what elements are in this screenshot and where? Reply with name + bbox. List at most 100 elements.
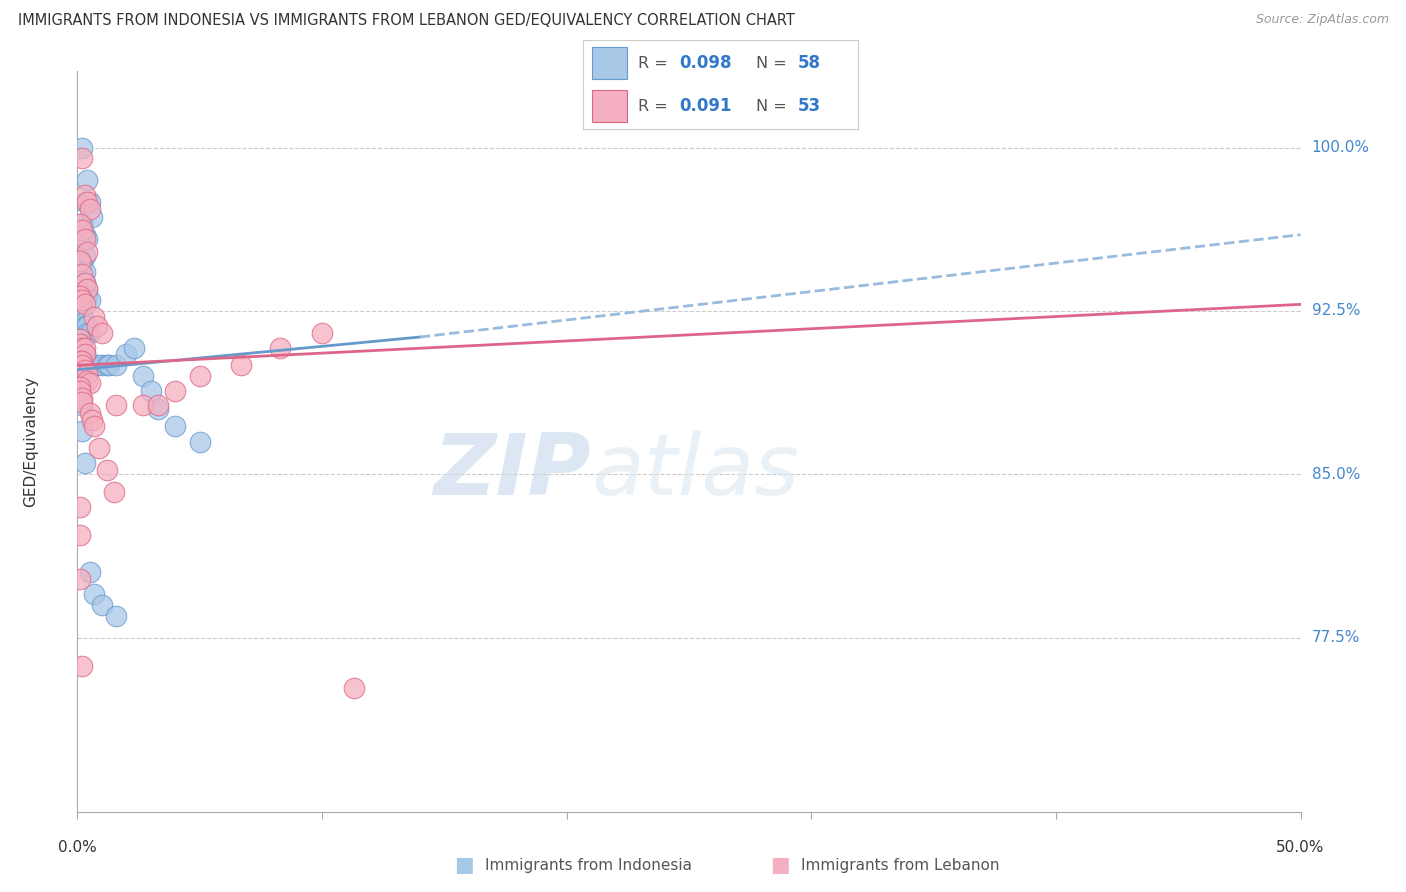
Point: [79, 326, 101, 340]
Point: [70, 395, 93, 409]
Point: [83, 419, 105, 434]
Text: R =: R =: [638, 99, 673, 113]
Point: [76, 374, 98, 388]
Text: Immigrants from Lebanon: Immigrants from Lebanon: [801, 858, 1000, 872]
Point: [69, 380, 91, 394]
Text: N =: N =: [756, 99, 792, 113]
Text: ■: ■: [454, 855, 474, 875]
Point: [165, 419, 187, 434]
Point: [70, 336, 93, 351]
Point: [105, 397, 128, 411]
Point: [73, 227, 96, 242]
Point: [76, 319, 98, 334]
Point: [122, 341, 145, 355]
FancyBboxPatch shape: [592, 47, 627, 79]
Point: [73, 362, 96, 376]
Point: [73, 341, 96, 355]
Point: [105, 608, 128, 623]
Point: [79, 293, 101, 307]
Point: [69, 572, 91, 586]
Point: [69, 253, 91, 268]
Point: [70, 304, 93, 318]
Point: [69, 217, 91, 231]
Point: [73, 265, 96, 279]
Text: 53: 53: [797, 97, 821, 115]
Point: [73, 319, 96, 334]
Point: [70, 310, 93, 325]
Point: [76, 367, 98, 381]
Point: [73, 347, 96, 361]
Point: [79, 376, 101, 390]
Text: 0.098: 0.098: [679, 54, 733, 72]
Point: [69, 336, 91, 351]
Text: 50.0%: 50.0%: [1277, 840, 1324, 855]
Text: 85.0%: 85.0%: [1312, 467, 1360, 482]
Point: [76, 173, 98, 187]
Point: [132, 397, 155, 411]
Point: [83, 587, 105, 601]
Point: [70, 359, 93, 373]
Point: [73, 188, 96, 202]
Point: [73, 315, 96, 329]
Text: 0.091: 0.091: [679, 97, 733, 115]
Point: [73, 351, 96, 366]
Point: [69, 369, 91, 384]
Point: [70, 658, 93, 673]
Point: [76, 245, 98, 260]
Text: Immigrants from Indonesia: Immigrants from Indonesia: [485, 858, 692, 872]
Point: [73, 297, 96, 311]
Text: 100.0%: 100.0%: [1312, 140, 1369, 155]
Point: [76, 288, 98, 302]
Point: [69, 341, 91, 355]
Point: [70, 397, 93, 411]
Point: [70, 217, 93, 231]
Point: [188, 434, 211, 449]
Point: [90, 359, 112, 373]
Point: [73, 194, 96, 209]
Point: [69, 354, 91, 368]
Point: [76, 326, 98, 340]
Point: [69, 384, 91, 399]
Text: IMMIGRANTS FROM INDONESIA VS IMMIGRANTS FROM LEBANON GED/EQUIVALENCY CORRELATION: IMMIGRANTS FROM INDONESIA VS IMMIGRANTS …: [18, 13, 796, 29]
Point: [103, 484, 125, 499]
Point: [76, 354, 98, 368]
Point: [80, 413, 103, 427]
Point: [73, 347, 96, 361]
Point: [70, 345, 93, 359]
Point: [70, 336, 93, 351]
Point: [90, 598, 112, 612]
Point: [70, 140, 93, 154]
Point: [89, 441, 111, 455]
Point: [80, 211, 103, 225]
Point: [69, 384, 91, 399]
Point: [76, 282, 98, 296]
Point: [98, 359, 121, 373]
Text: 77.5%: 77.5%: [1312, 630, 1360, 645]
Point: [73, 276, 96, 290]
FancyBboxPatch shape: [592, 90, 627, 122]
Point: [73, 250, 96, 264]
Point: [86, 319, 108, 334]
Point: [70, 424, 93, 438]
Point: [70, 293, 93, 307]
Point: [83, 310, 105, 325]
Text: 58: 58: [797, 54, 820, 72]
Point: [73, 232, 96, 246]
Text: N =: N =: [756, 56, 792, 70]
Point: [105, 359, 128, 373]
Point: [70, 256, 93, 270]
Point: [69, 332, 91, 346]
Point: [73, 456, 96, 470]
Point: [70, 354, 93, 368]
Point: [76, 194, 98, 209]
Point: [139, 384, 162, 399]
Point: [146, 401, 169, 416]
Point: [86, 359, 108, 373]
Text: R =: R =: [638, 56, 673, 70]
Text: ■: ■: [770, 855, 790, 875]
Point: [70, 341, 93, 355]
Point: [69, 347, 91, 361]
Text: 0.0%: 0.0%: [58, 840, 97, 855]
Point: [311, 326, 333, 340]
Point: [70, 391, 93, 405]
